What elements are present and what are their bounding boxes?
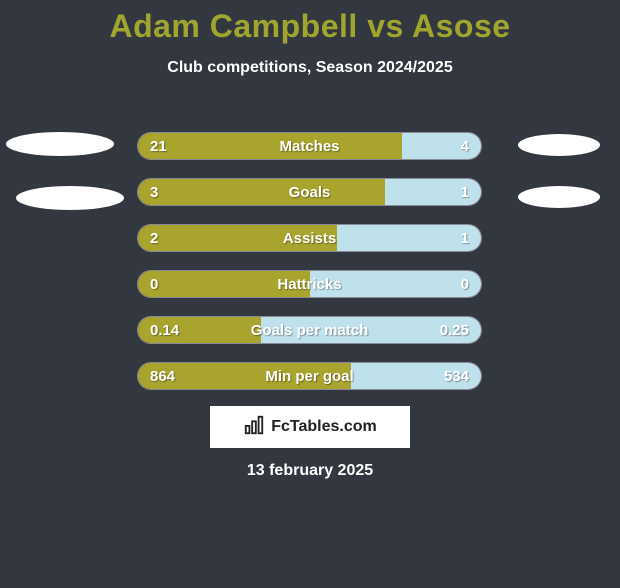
stat-row: 31Goals (137, 178, 482, 206)
stat-left-value: 3 (138, 179, 170, 205)
stat-left-fill (138, 179, 385, 205)
page-title: Adam Campbell vs Asose (0, 8, 620, 45)
stat-row: 214Matches (137, 132, 482, 160)
page-subtitle: Club competitions, Season 2024/2025 (0, 59, 620, 77)
stat-row: 864534Min per goal (137, 362, 482, 390)
player-left-club-logo-2 (16, 186, 124, 210)
player-left-club-logo-1 (6, 132, 114, 156)
comparison-bars: 214Matches31Goals21Assists00Hattricks0.1… (137, 132, 482, 408)
stat-right-value: 0.25 (428, 317, 481, 343)
stat-right-value: 1 (449, 179, 481, 205)
stat-left-value: 0 (138, 271, 170, 297)
player-right-club-logo-2 (518, 186, 600, 208)
stat-right-value: 0 (449, 271, 481, 297)
stat-right-value: 4 (449, 133, 481, 159)
stat-left-value: 864 (138, 363, 187, 389)
brand-text: FcTables.com (271, 418, 377, 436)
stat-left-value: 2 (138, 225, 170, 251)
stat-row: 00Hattricks (137, 270, 482, 298)
stat-left-value: 0.14 (138, 317, 191, 343)
brand-link[interactable]: FcTables.com (210, 406, 410, 448)
stat-left-value: 21 (138, 133, 179, 159)
chart-icon (243, 414, 265, 441)
player-right-club-logo-1 (518, 134, 600, 156)
stat-right-value: 534 (432, 363, 481, 389)
stat-row: 21Assists (137, 224, 482, 252)
stat-row: 0.140.25Goals per match (137, 316, 482, 344)
stat-right-value: 1 (449, 225, 481, 251)
footer-date: 13 february 2025 (0, 462, 620, 480)
